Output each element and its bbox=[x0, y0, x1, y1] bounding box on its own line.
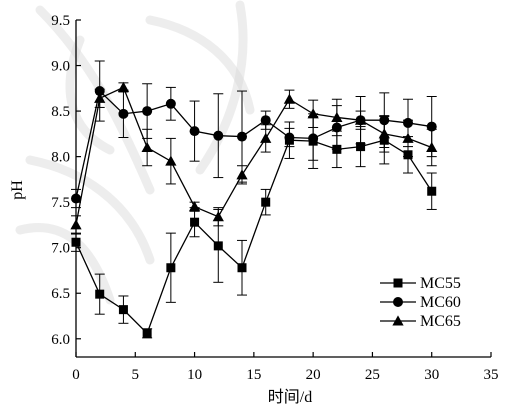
y-tick-label: 8.0 bbox=[51, 150, 70, 166]
data-point bbox=[307, 108, 319, 119]
x-tick-label: 0 bbox=[72, 367, 80, 383]
legend-item-mc55: MC55 bbox=[380, 275, 461, 292]
data-point bbox=[427, 186, 437, 196]
y-tick-label: 9.5 bbox=[51, 13, 70, 29]
legend-item-mc65: MC65 bbox=[380, 313, 461, 330]
data-point bbox=[95, 289, 105, 299]
data-point bbox=[213, 130, 224, 141]
data-point bbox=[237, 263, 247, 273]
x-tick-label: 5 bbox=[132, 367, 140, 383]
x-tick-label: 10 bbox=[187, 367, 202, 383]
x-tick-label: 20 bbox=[306, 367, 321, 383]
data-point bbox=[236, 169, 248, 180]
data-point bbox=[71, 237, 81, 247]
data-point bbox=[261, 197, 271, 207]
data-point bbox=[213, 241, 223, 251]
data-point bbox=[118, 305, 128, 315]
y-axis-title: pH bbox=[9, 180, 26, 200]
data-point bbox=[94, 92, 106, 103]
x-axis-title: 时间/d bbox=[268, 388, 312, 406]
data-point bbox=[118, 108, 129, 119]
data-point bbox=[308, 133, 319, 144]
y-tick-label: 7.0 bbox=[51, 241, 70, 257]
y-tick-label: 7.5 bbox=[51, 195, 70, 211]
legend-marker bbox=[392, 315, 404, 326]
x-tick-label: 15 bbox=[246, 367, 261, 383]
series-line bbox=[75, 89, 432, 199]
data-point bbox=[141, 141, 153, 153]
data-point bbox=[165, 155, 177, 166]
y-tick-label: 9.0 bbox=[51, 59, 70, 75]
legend-marker bbox=[393, 278, 403, 288]
legend-item-mc60: MC60 bbox=[380, 294, 461, 311]
legend-label: MC60 bbox=[420, 294, 461, 311]
data-point bbox=[142, 328, 152, 338]
data-point bbox=[165, 98, 176, 109]
data-point bbox=[142, 106, 153, 117]
data-point bbox=[378, 128, 390, 139]
x-tick-label: 35 bbox=[484, 367, 499, 383]
data-point bbox=[260, 132, 272, 143]
data-point bbox=[212, 211, 224, 222]
data-point bbox=[188, 201, 201, 212]
data-point bbox=[284, 132, 295, 143]
y-tick-label: 8.5 bbox=[51, 104, 70, 120]
data-point bbox=[117, 81, 130, 92]
series-line bbox=[75, 86, 432, 226]
data-point bbox=[356, 142, 366, 152]
series-layer bbox=[70, 60, 438, 339]
legend-label: MC65 bbox=[420, 313, 461, 330]
legend: MC55 MC60 MC65 bbox=[380, 275, 461, 330]
series-mc65 bbox=[70, 81, 438, 235]
data-point bbox=[166, 263, 176, 273]
y-tick-label: 6.5 bbox=[51, 286, 70, 302]
data-point bbox=[402, 132, 414, 143]
data-point bbox=[237, 131, 247, 142]
data-point bbox=[331, 111, 343, 122]
data-point bbox=[71, 193, 81, 204]
y-tick-label: 6.0 bbox=[51, 332, 70, 348]
data-point bbox=[260, 115, 271, 126]
axes: 0 5 10 15 20 25 30 35 6.0 6.5 7.0 7.5 8.0 8.5 9.0 9.5 bbox=[51, 13, 498, 383]
legend-label: MC55 bbox=[420, 275, 461, 292]
x-tick-label: 30 bbox=[424, 367, 439, 383]
data-point bbox=[190, 217, 200, 227]
data-point bbox=[189, 126, 200, 137]
data-point bbox=[354, 114, 367, 125]
data-point bbox=[426, 141, 438, 153]
legend-marker bbox=[393, 297, 403, 307]
x-tick-label: 25 bbox=[365, 367, 380, 383]
data-point bbox=[283, 93, 296, 104]
data-point bbox=[70, 219, 82, 230]
series-line bbox=[75, 139, 433, 335]
